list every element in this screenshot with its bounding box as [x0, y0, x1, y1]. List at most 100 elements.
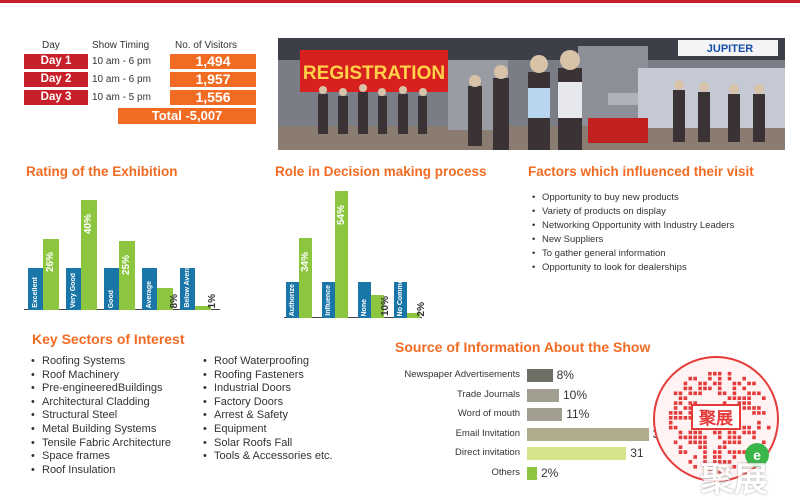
qr-dot: [698, 435, 702, 440]
exhibition-hall-image: REGISTRATION JUPITER: [278, 38, 785, 150]
qr-dot: [742, 401, 746, 405]
decision-category-label: Influence: [324, 285, 332, 316]
visitor-count: 1,494: [170, 54, 256, 69]
qr-dot: [742, 396, 746, 400]
rating-value-bar: [157, 288, 173, 310]
sectors-column-1: Roofing SystemsRoof MachineryPre-enginee…: [28, 355, 208, 477]
rating-category-bar: [180, 268, 195, 310]
qr-dot: [732, 465, 737, 469]
qr-dot: [717, 376, 722, 381]
qr-dot: [757, 391, 761, 396]
source-category-label: Word of mouth: [457, 408, 520, 419]
day-label: Day 3: [24, 90, 88, 105]
source-row: Word of mouth 11%: [380, 407, 710, 421]
factor-item: Networking Opportunity with Industry Lea…: [530, 219, 790, 233]
qr-dot: [717, 430, 722, 435]
rating-value-label: 40%: [83, 213, 94, 234]
rating-category-label: Very Good: [69, 272, 77, 308]
sector-item: Roof Waterproofing: [200, 355, 375, 369]
source-value-bar: [527, 388, 559, 402]
qr-dot: [713, 430, 717, 435]
factors-title: Factors which influenced their visit: [528, 164, 754, 179]
qr-dot: [703, 455, 707, 459]
qr-dot: [742, 450, 746, 454]
qr-dot: [698, 381, 702, 386]
decision-value-label: 54%: [335, 205, 347, 226]
qr-dot: [693, 401, 697, 405]
qr-dot: [722, 401, 727, 405]
qr-dot: [732, 430, 737, 435]
qr-dot: [693, 430, 697, 435]
sector-item: Factory Doors: [200, 396, 375, 410]
qr-dot: [752, 391, 756, 396]
qr-dot: [727, 440, 732, 445]
qr-dot: [747, 391, 751, 396]
qr-dot: [717, 469, 722, 474]
sector-item: Space frames: [28, 450, 208, 464]
rating-value-label: 8%: [169, 293, 180, 308]
qr-dot: [673, 425, 678, 430]
sector-item: Equipment: [200, 423, 375, 437]
qr-dot: [747, 430, 751, 435]
qr-dot: [678, 401, 683, 405]
source-row: Direct invitation 31: [380, 446, 710, 460]
qr-dot: [688, 401, 693, 405]
photo-sign-booth: JUPITER: [707, 43, 754, 55]
qr-dot: [727, 435, 732, 440]
qr-dot: [747, 406, 751, 410]
qr-dot: [683, 406, 688, 410]
decision-chart: Authorize 34% Influence 54% None 10% No Commen…: [284, 188, 427, 318]
decision-category-bar: [358, 282, 371, 318]
rating-category-label: Good: [107, 289, 115, 308]
day-label: Day 1: [24, 54, 88, 69]
sector-item: Structural Steel: [28, 409, 208, 423]
qr-dot: [742, 430, 746, 435]
sectors-column-2: Roof WaterproofingRoofing FastenersIndus…: [200, 355, 375, 464]
rating-category-label: Average: [145, 280, 153, 308]
sector-item: Pre-engineeredBuildings: [28, 382, 208, 396]
rating-value-label: 1%: [207, 293, 218, 308]
sector-item: Roof Machinery: [28, 369, 208, 383]
qr-dot: [688, 430, 693, 435]
qr-dot: [688, 440, 693, 445]
qr-dot: [713, 371, 717, 376]
source-row: Newspaper Advertisements 8%: [380, 368, 710, 382]
source-value-bar: [527, 408, 563, 421]
qr-dot: [668, 411, 673, 415]
qr-dot: [717, 450, 722, 454]
sector-item: Tensile Fabric Architecture: [28, 437, 208, 451]
qr-dot: [688, 416, 693, 420]
rating-value-bar: [81, 200, 97, 310]
qr-dot: [717, 371, 722, 376]
decision-category-label: No Comments: [396, 268, 404, 316]
qr-dot: [717, 455, 722, 459]
qr-dot: [683, 416, 688, 420]
qr-dot: [727, 376, 732, 381]
decision-axis: [284, 317, 422, 318]
qr-dot: [693, 376, 697, 381]
qr-dot: [688, 376, 693, 381]
qr-dot: [683, 435, 688, 440]
qr-dot: [673, 416, 678, 420]
sector-item: Industrial Doors: [200, 382, 375, 396]
source-value-label: 8%: [556, 368, 574, 382]
qr-dot: [688, 435, 693, 440]
decision-category-bar: [322, 282, 335, 318]
rating-value-label: 25%: [121, 255, 132, 276]
decision-value-label: 10%: [380, 295, 391, 316]
source-value-bar: [527, 447, 627, 460]
qr-dot: [727, 460, 732, 464]
rating-category-bar: [66, 268, 81, 310]
exhibition-photo: REGISTRATION JUPITER: [278, 38, 785, 150]
qr-dot: [678, 396, 683, 400]
qr-dot: [713, 460, 717, 464]
qr-dot: [668, 416, 673, 420]
source-category-label: Others: [491, 466, 520, 478]
qr-dot: [737, 381, 742, 386]
rating-category-bar: [28, 268, 43, 310]
decision-title: Role in Decision making process: [275, 164, 487, 179]
qr-dot: [752, 435, 756, 440]
qr-dot: [708, 376, 712, 381]
watermark-logo: e: [745, 443, 769, 467]
sector-item: Roof Insulation: [28, 464, 208, 478]
